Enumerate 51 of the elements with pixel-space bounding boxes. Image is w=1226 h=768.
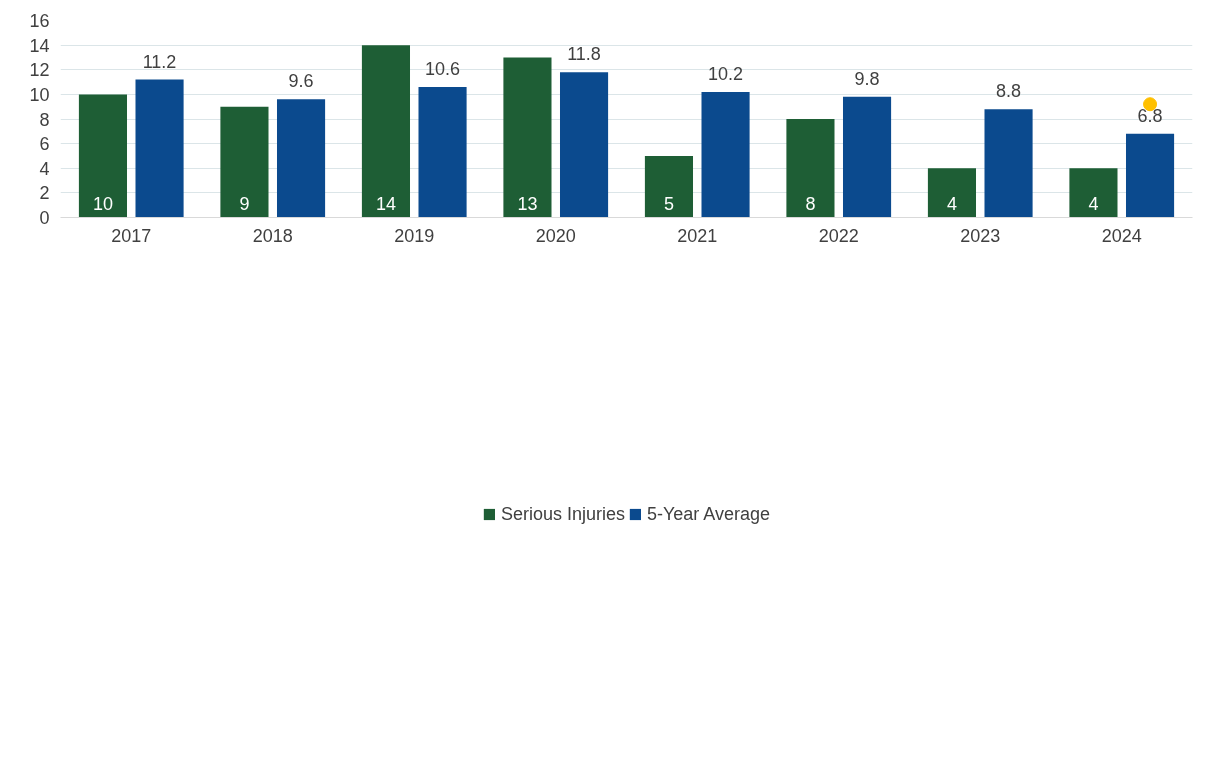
data-label: 10.2 (708, 63, 744, 84)
data-label: 8.8 (996, 81, 1022, 102)
x-tick-label: 2017 (111, 225, 152, 246)
data-label: 9.8 (854, 68, 880, 89)
data-label: 5 (663, 193, 674, 214)
x-tick-label: 2019 (394, 225, 435, 246)
data-label: 8 (805, 193, 816, 214)
bar (361, 45, 411, 218)
x-tick-label: 2021 (677, 225, 718, 246)
data-label: 4 (946, 193, 957, 214)
data-label: 14 (375, 193, 396, 214)
data-label: 13 (517, 193, 538, 214)
y-tick-label: 6 (39, 134, 50, 155)
bar (559, 72, 609, 218)
x-tick-label: 2023 (960, 225, 1001, 246)
bar (276, 99, 326, 218)
data-label: 11.8 (567, 44, 601, 65)
bar (220, 106, 269, 218)
y-tick-label: 0 (39, 208, 50, 228)
x-tick-label: 2022 (818, 225, 859, 246)
bar (418, 86, 467, 218)
bar (842, 96, 892, 218)
legend-label: Serious Injuries (500, 503, 625, 525)
data-label: 11.2 (142, 51, 177, 72)
y-tick-label: 8 (39, 109, 50, 130)
y-tick-label: 12 (29, 60, 50, 81)
data-label: 10.6 (425, 58, 461, 79)
x-tick-label: 2024 (1101, 225, 1142, 246)
data-label: 9.6 (288, 71, 314, 92)
bar (644, 155, 694, 218)
legend-label: 5-Year Average (646, 503, 771, 525)
y-tick-label: 14 (29, 35, 50, 56)
bar (927, 168, 977, 218)
y-tick-label: 4 (39, 158, 50, 179)
y-tick-label: 10 (29, 84, 50, 105)
x-tick-label: 2020 (535, 225, 576, 246)
bar (984, 109, 1033, 218)
data-label: 9 (239, 193, 250, 214)
y-tick-label: 2 (39, 183, 50, 204)
bar (503, 57, 552, 218)
bar (701, 91, 750, 218)
data-label: 6.8 (1137, 105, 1163, 126)
bar (786, 119, 835, 218)
bar (78, 94, 127, 218)
data-label: 10 (92, 193, 113, 214)
bar (135, 79, 184, 218)
bar (1125, 133, 1175, 218)
y-tick-label: 16 (29, 11, 50, 31)
data-label: 4 (1088, 193, 1099, 214)
x-tick-label: 2018 (252, 225, 293, 246)
bar (1069, 168, 1118, 218)
